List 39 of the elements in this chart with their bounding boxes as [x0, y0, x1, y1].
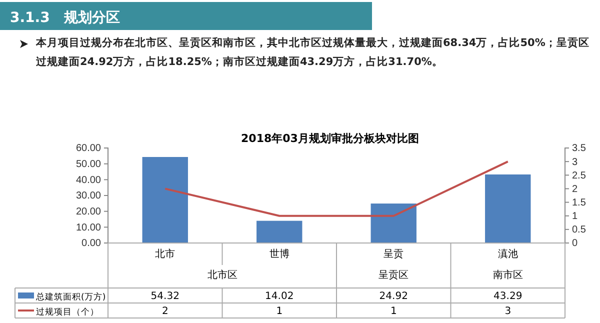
y2-tick-label: 0.5: [572, 224, 586, 236]
x-tick-label: 世博: [269, 248, 290, 260]
y2-tick-label: 0: [572, 238, 578, 250]
y2-tick-label: 1: [572, 211, 578, 222]
text: 呈贡区: [378, 270, 409, 281]
data-label: 3: [504, 306, 512, 317]
legend-label: 过规项目（个）: [36, 306, 99, 318]
y-tick-label: 30.00: [76, 190, 102, 202]
x-tick-label: 滇池: [498, 248, 518, 260]
y-tick-label: 40.00: [76, 174, 102, 186]
bar: [370, 204, 416, 243]
legend-label: 总建筑面积(万方): [35, 292, 106, 302]
y-tick-label: 0.00: [82, 238, 102, 250]
data-label: 54.32: [150, 291, 180, 302]
bar: [256, 220, 302, 243]
text: 3.1.3 规划分区: [10, 10, 120, 26]
data-label: 2: [162, 306, 168, 317]
y2-tick-label: 3.5: [572, 143, 586, 154]
y-tick-label: 20.00: [76, 206, 102, 218]
y-tick-label: 50.00: [76, 159, 102, 170]
data-label: 43.29: [494, 291, 522, 302]
y-tick-label: 60.00: [76, 143, 102, 154]
text: 北市区: [207, 269, 238, 281]
data-label: 1: [390, 306, 397, 317]
text: 南市区: [492, 269, 523, 281]
data-label: 1: [276, 306, 283, 317]
y2-tick-label: 3: [572, 156, 578, 168]
bar: [142, 156, 188, 243]
x-tick-label: 北市: [155, 248, 176, 260]
y2-tick-label: 2: [572, 184, 578, 195]
data-label: 24.92: [379, 291, 408, 302]
bar: [485, 174, 531, 243]
text: 本月项目过规分布在北市区、呈贡区和南市区，其中北市区过规体量最大，过规建面68.34万，占比50%；呈贡区过规建面24.92万方，占比18.25%；南市区过规建面43.29万方，占比31.70%。: [36, 36, 590, 70]
y2-tick-label: 1.5: [572, 197, 586, 208]
y2-tick-label: 2.5: [572, 170, 586, 182]
x-tick-label: 呈贡: [384, 249, 404, 260]
chart-title: 2018年03月规划审批分板块对比图: [241, 132, 419, 145]
data-label: 14.02: [265, 291, 294, 302]
y-tick-label: 10.00: [76, 222, 102, 234]
